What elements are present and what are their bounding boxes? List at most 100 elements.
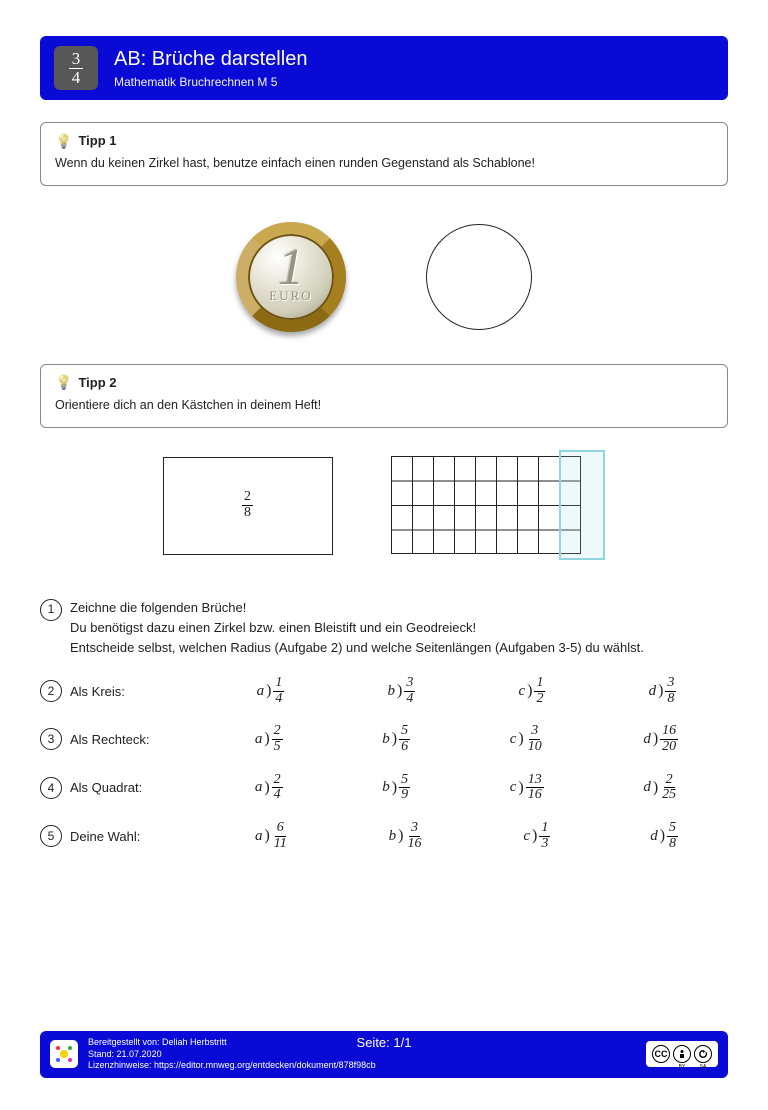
item-letter: d [649,683,657,700]
fraction-den: 16 [405,837,423,852]
task-number: 1 [40,599,62,621]
item-fraction: 58 [667,821,678,851]
fraction-den: 16 [526,788,544,803]
task-intro: 1 Zeichne die folgenden Brüche! Du benöt… [40,598,728,658]
page-header: 3 4 AB: Brüche darstellen Mathematik Bru… [40,36,728,100]
fraction-den: 4 [404,692,415,707]
paren-icon: ) [392,730,397,748]
fraction-num: 1 [273,676,284,692]
tip-title-text: Tipp 2 [78,375,116,390]
item-fraction: 225 [660,773,678,803]
task-number: 4 [40,777,62,799]
fraction-icon: 3 4 [54,46,98,90]
exercise-item: a)25 [255,724,283,754]
exercise-row: 2Als Kreis:a)14b)34c)12d)38 [40,676,728,706]
exercise-items: a)611b)316c)13d)58 [205,821,728,851]
fraction-num: 16 [660,724,678,740]
fraction-den: 8 [667,837,678,852]
fraction-icon-den: 4 [69,69,84,87]
page-footer: Bereitgestellt von: Deliah Herbstritt St… [40,1031,728,1078]
fraction-den: 9 [399,788,410,803]
item-letter: b [388,683,396,700]
task-intro-body: Zeichne die folgenden Brüche! Du benötig… [70,598,728,658]
tip-box-2: 💡 Tipp 2 Orientiere dich an den Kästchen… [40,364,728,428]
fraction-num: 1 [539,821,550,837]
item-letter: d [650,828,658,845]
exercise-item: d)1620 [643,724,678,754]
exercise-row: 3Als Rechteck:a)25b)56c)310d)1620 [40,724,728,754]
exercise-item: b)34 [388,676,416,706]
fraction-num: 3 [529,724,540,740]
footer-license: Lizenzhinweise: https://editor.mnweg.org… [88,1060,646,1072]
item-letter: b [382,731,390,748]
exercise-item: a)14 [257,676,285,706]
item-fraction: 310 [526,724,544,754]
page-subtitle: Mathematik Bruchrechnen M 5 [114,75,307,89]
exercise-label: Deine Wahl: [70,829,205,844]
item-fraction: 13 [539,821,550,851]
task-number: 3 [40,728,62,750]
tasks-section: 1 Zeichne die folgenden Brüche! Du benöt… [40,598,728,852]
item-letter: d [643,731,651,748]
empty-circle [426,224,532,330]
exercise-item: c)13 [523,821,550,851]
tip-box-1: 💡 Tipp 1 Wenn du keinen Zirkel hast, ben… [40,122,728,186]
paren-icon: ) [264,827,269,845]
footer-page: Seite: 1/1 [357,1035,412,1050]
coin-center: 1 EURO [250,236,332,318]
footer-date: Stand: 21.07.2020 [88,1049,646,1061]
item-letter: c [510,779,517,796]
fraction-num: 3 [404,676,415,692]
exercise-label: Als Kreis: [70,684,205,699]
grid-diagram [391,456,606,556]
exercise-label: Als Rechteck: [70,732,205,747]
fraction-num: 3 [409,821,420,837]
exercise-item: b)56 [382,724,410,754]
task-number: 2 [40,680,62,702]
paren-icon: ) [527,682,532,700]
euro-coin-image: 1 EURO [236,222,346,332]
tip-body: Wenn du keinen Zirkel hast, benutze einf… [55,154,713,173]
paren-icon: ) [653,730,658,748]
exercise-item: d)38 [649,676,677,706]
exercise-row: 4Als Quadrat:a)24b)59c)1316d)225 [40,773,728,803]
item-fraction: 34 [404,676,415,706]
paren-icon: ) [392,779,397,797]
fraction-den: 20 [660,740,678,755]
exercise-item: c)310 [510,724,544,754]
fraction-num: 3 [665,676,676,692]
cc-icon: CC [652,1045,670,1063]
exercise-item: c)12 [518,676,545,706]
paren-icon: ) [264,730,269,748]
fraction-den: 4 [273,692,284,707]
exercise-rows: 2Als Kreis:a)14b)34c)12d)383Als Rechteck… [40,676,728,852]
paren-icon: ) [518,730,523,748]
item-fraction: 24 [272,773,283,803]
exercise-item: a)24 [255,773,283,803]
fraction-icon-content: 3 4 [69,50,84,87]
intro-line-3: Entscheide selbst, welchen Radius (Aufga… [70,638,728,658]
fraction-num: 5 [667,821,678,837]
item-fraction: 1316 [526,773,544,803]
paren-icon: ) [266,682,271,700]
item-fraction: 12 [534,676,545,706]
fraction-den: 3 [539,837,550,852]
exercise-items: a)14b)34c)12d)38 [205,676,728,706]
paren-icon: ) [518,779,523,797]
exercise-label: Als Quadrat: [70,780,205,795]
fraction-den: 25 [660,788,678,803]
fraction-den: 11 [272,837,289,852]
fraction-den: 10 [526,740,544,755]
task-number: 5 [40,825,62,847]
lightbulb-icon: 💡 [55,375,72,389]
tip-title: 💡 Tipp 2 [55,375,713,390]
worksheet-page: 3 4 AB: Brüche darstellen Mathematik Bru… [0,0,768,851]
item-letter: c [510,731,517,748]
grid-cells [391,456,581,554]
page-title: AB: Brüche darstellen [114,48,307,71]
fraction-den: 4 [272,788,283,803]
item-fraction: 1620 [660,724,678,754]
fraction-num: 2 [272,773,283,789]
fraction-num: 2 [272,724,283,740]
item-letter: a [257,683,265,700]
